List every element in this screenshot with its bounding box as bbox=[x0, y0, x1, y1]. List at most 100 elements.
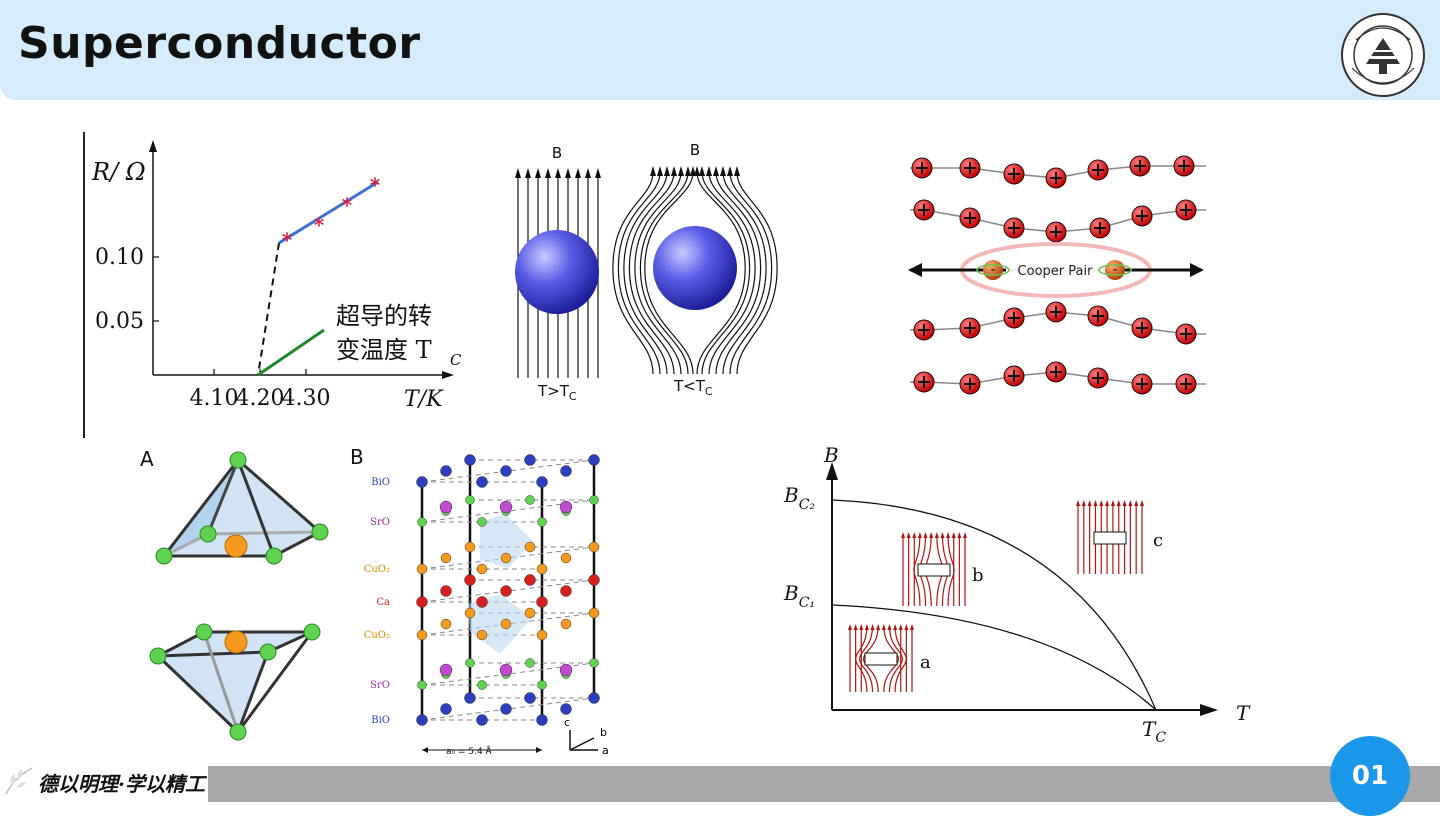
crystal-atom bbox=[560, 585, 572, 597]
lattice-parameter: a₀ = 5.4 Å bbox=[446, 745, 493, 757]
crystal-atom bbox=[476, 714, 488, 726]
slide-title: Superconductor bbox=[18, 18, 421, 69]
crystal-atom bbox=[440, 585, 452, 597]
x-axis-label: T/K bbox=[404, 387, 444, 412]
x-tick-label: 4.10 bbox=[190, 386, 239, 411]
crystal-atom bbox=[500, 552, 512, 564]
oxygen-atom bbox=[149, 647, 167, 665]
arrow-right-icon bbox=[1190, 263, 1204, 277]
crystal-atom bbox=[500, 703, 512, 715]
crystal-atom bbox=[476, 476, 488, 488]
normal-state-line bbox=[278, 180, 379, 245]
layer-label: SrO bbox=[370, 680, 390, 691]
crystal-atom bbox=[440, 703, 452, 715]
sr-atom bbox=[559, 663, 573, 677]
axis-c-label: c bbox=[564, 716, 570, 729]
crystal-atom bbox=[588, 692, 600, 704]
panel-label-a: A bbox=[140, 447, 154, 471]
cooper-pair-label: Cooper Pair bbox=[1018, 264, 1094, 279]
crystal-atom bbox=[500, 465, 512, 477]
crystal-atom bbox=[524, 574, 536, 586]
b-axis-label: B bbox=[823, 443, 839, 467]
expelled-field-lines bbox=[612, 166, 778, 375]
ion-lattice bbox=[910, 155, 1206, 395]
crystal-atom bbox=[560, 703, 572, 715]
region-b-label: b bbox=[972, 565, 984, 586]
crystal-atom bbox=[589, 495, 599, 505]
octahedra-diagram: A bbox=[140, 447, 329, 741]
crystal-atom bbox=[537, 517, 547, 527]
copper-atom bbox=[224, 534, 248, 558]
crystal-atom bbox=[416, 629, 428, 641]
superconducting-line bbox=[257, 328, 325, 377]
left-temp-label: T>TC bbox=[537, 382, 577, 403]
data-point: * bbox=[370, 173, 381, 197]
cooper-pair-diagram: - - Cooper Pair bbox=[908, 155, 1206, 395]
layer-label: SrO bbox=[370, 517, 390, 528]
crystal-atom bbox=[524, 541, 536, 553]
layer-label: BiO bbox=[371, 477, 390, 488]
oxygen-atom bbox=[229, 451, 247, 469]
transition-dashed-line bbox=[257, 242, 280, 376]
x-tick-label: 4.20 bbox=[236, 386, 285, 411]
tc-label: TC bbox=[1142, 717, 1166, 746]
crystal-atom bbox=[476, 629, 488, 641]
axis-a-label: a bbox=[602, 744, 609, 757]
annotation-subscript: C bbox=[450, 351, 462, 369]
crystal-atom bbox=[477, 680, 487, 690]
crystal-atom bbox=[588, 607, 600, 619]
layer-label: Ca bbox=[376, 597, 390, 608]
bc2-label: BC₂ bbox=[783, 483, 815, 513]
crystal-atom bbox=[560, 618, 572, 630]
layer-label: BiO bbox=[371, 715, 390, 726]
footer-bar bbox=[208, 766, 1440, 802]
crystal-atom bbox=[476, 563, 488, 575]
crystal-atom bbox=[524, 454, 536, 466]
crystal-atom bbox=[416, 476, 428, 488]
sr-atom bbox=[499, 663, 513, 677]
bc1-curve bbox=[831, 604, 1157, 711]
crystal-atom bbox=[417, 517, 427, 527]
crystal-atom bbox=[537, 680, 547, 690]
crystal-atom bbox=[477, 517, 487, 527]
annotation-line2: 变温度 T bbox=[336, 336, 432, 364]
crystal-atom bbox=[525, 495, 535, 505]
crystal-atom bbox=[524, 692, 536, 704]
crystal-atom bbox=[464, 541, 476, 553]
left-b-label: B bbox=[552, 144, 562, 162]
y-tick-label: 0.05 bbox=[95, 309, 144, 334]
oxygen-atom bbox=[259, 643, 277, 661]
crystal-atom bbox=[464, 574, 476, 586]
y-tick-label: 0.10 bbox=[95, 245, 144, 270]
crystal-atom bbox=[416, 596, 428, 608]
crystal-atom bbox=[525, 658, 535, 668]
crystal-atom bbox=[465, 658, 475, 668]
leaf-icon bbox=[5, 767, 33, 795]
region-a-label: a bbox=[920, 652, 931, 673]
crystal-atom bbox=[464, 607, 476, 619]
crystal-atom bbox=[440, 465, 452, 477]
t-axis-label: T bbox=[1236, 701, 1251, 725]
right-temp-label: T<TC bbox=[673, 377, 713, 398]
crystal-atom bbox=[536, 563, 548, 575]
electron-symbol: - bbox=[990, 262, 995, 278]
meissner-effect-diagram: B B T>TC T<TC bbox=[515, 141, 778, 403]
normal-sphere bbox=[515, 230, 599, 314]
crystal-atom bbox=[589, 658, 599, 668]
oxygen-atom bbox=[229, 723, 247, 741]
axis-b-label: b bbox=[600, 726, 607, 739]
arrow-left-icon bbox=[908, 263, 922, 277]
crystal-atom bbox=[500, 585, 512, 597]
university-motto: 德以明理·学以精工 bbox=[38, 772, 205, 796]
crystal-atom bbox=[416, 714, 428, 726]
oxygen-atom bbox=[303, 623, 321, 641]
resistance-chart: 0.10 0.05 4.10 4.20 4.30 R/ Ω T/K * * * … bbox=[82, 132, 488, 438]
header-bar bbox=[0, 0, 1440, 100]
crystal-atom bbox=[560, 552, 572, 564]
copper-atom bbox=[224, 630, 248, 654]
crystal-atom bbox=[440, 618, 452, 630]
bc2-curve bbox=[831, 499, 1157, 711]
region-c-flux-icon bbox=[1076, 500, 1144, 574]
oxygen-atom bbox=[195, 623, 213, 641]
